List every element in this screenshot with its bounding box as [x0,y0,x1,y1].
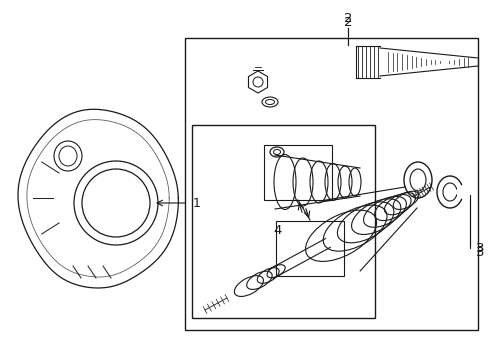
Text: 2: 2 [343,12,351,24]
Text: 2: 2 [343,15,351,28]
Bar [275,221,343,276]
Bar [192,125,374,318]
Text: 3: 3 [475,242,484,255]
Text: 4: 4 [273,224,282,237]
Bar [184,38,477,330]
Bar [264,145,331,200]
Text: 3: 3 [475,246,484,258]
Text: 1: 1 [193,197,201,210]
